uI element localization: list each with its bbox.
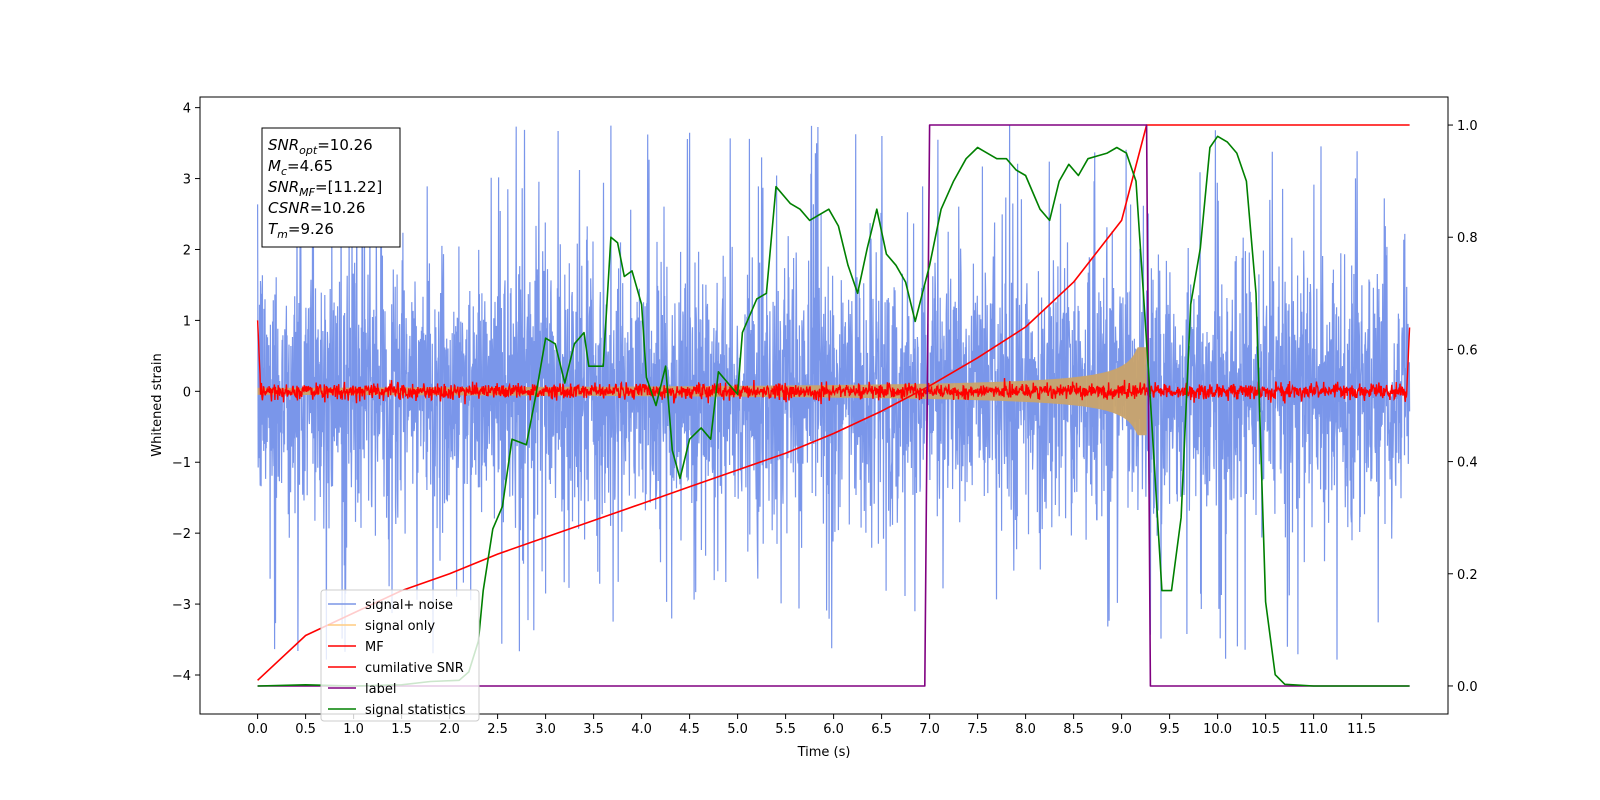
legend-entry: label (365, 682, 396, 697)
y-tick-label: −3 (172, 598, 191, 613)
y-tick-label: −4 (172, 669, 191, 684)
series-signal-plus-noise (257, 125, 1411, 660)
annotation-line: CSNR=10.26 (268, 199, 365, 217)
x-tick-label: 6.0 (823, 722, 844, 737)
y-tick-label: 2 (183, 243, 191, 258)
y-tick-label: 3 (183, 173, 191, 188)
x-tick-label: 11.5 (1347, 722, 1376, 737)
y-tick-label: 4 (183, 102, 191, 117)
y-axis-right: 1.0 0.8 0.6 0.4 0.2 0.0 (1448, 119, 1478, 695)
y-axis-left: 4 3 2 1 0 −1 −2 −3 −4 (172, 102, 200, 684)
x-tick-label: 10.0 (1203, 722, 1232, 737)
x-tick-label: 8.0 (1015, 722, 1036, 737)
x-tick-label: 8.5 (1063, 722, 1084, 737)
legend: signal+ noise signal only MF cumilative SNR… (320, 589, 480, 722)
legend-entry: signal+ noise (365, 598, 453, 613)
series-cumilative-snr (257, 124, 1410, 681)
y-tick-label: 1 (183, 314, 191, 329)
y2-tick-label: 0.0 (1457, 680, 1478, 695)
x-tick-label: 5.5 (775, 722, 796, 737)
annotation-box: SNRopt=10.26Mc=4.65SNRMF=[11.22]CSNR=10.… (261, 127, 401, 248)
y-tick-label: 0 (183, 385, 191, 400)
legend-entry: signal only (365, 619, 435, 634)
y2-tick-label: 0.8 (1457, 231, 1478, 246)
x-tick-label: 0.5 (295, 722, 316, 737)
series-mf (256, 320, 1411, 405)
x-tick-label: 3.0 (535, 722, 556, 737)
x-tick-label: 6.5 (871, 722, 892, 737)
x-tick-label: 1.5 (391, 722, 412, 737)
y-axis-label: Whitened strain (150, 353, 165, 456)
y2-tick-label: 0.4 (1457, 456, 1478, 471)
y2-tick-label: 1.0 (1457, 119, 1478, 134)
x-tick-label: 9.5 (1159, 722, 1180, 737)
x-tick-label: 0.0 (247, 722, 268, 737)
y2-tick-label: 0.6 (1457, 343, 1478, 358)
annotation-line: SNRMF=[11.22] (268, 178, 382, 199)
x-tick-label: 10.5 (1251, 722, 1280, 737)
x-axis-label: Time (s) (797, 745, 851, 760)
legend-entry: MF (365, 640, 384, 655)
x-tick-label: 11.0 (1299, 722, 1328, 737)
legend-frame (320, 589, 480, 722)
x-axis: 0.0 0.5 1.0 1.5 2.0 2.5 3.0 3.5 4.0 4.5 5.0 5.5 6.0 6… (247, 714, 1376, 737)
x-tick-label: 1.0 (343, 722, 364, 737)
annotation-line: Mc=4.65 (268, 157, 333, 178)
series-layer (256, 124, 1411, 687)
legend-entry: signal statistics (365, 703, 466, 718)
x-tick-label: 3.5 (583, 722, 604, 737)
x-tick-label: 2.0 (439, 722, 460, 737)
x-tick-label: 7.0 (919, 722, 940, 737)
series-signal-statistics (257, 135, 1410, 687)
x-tick-label: 7.5 (967, 722, 988, 737)
y2-tick-label: 0.2 (1457, 568, 1478, 583)
y-tick-label: −1 (172, 456, 191, 471)
plot-frame (199, 96, 1449, 715)
x-tick-label: 2.5 (487, 722, 508, 737)
annotation-line: SNRopt=10.26 (268, 136, 373, 157)
x-tick-label: 9.0 (1111, 722, 1132, 737)
y-tick-label: −2 (172, 527, 191, 542)
x-tick-label: 4.5 (679, 722, 700, 737)
annotation-line: Tm=9.26 (268, 220, 334, 241)
legend-entry: cumilative SNR (365, 661, 464, 676)
x-tick-label: 4.0 (631, 722, 652, 737)
series-label (257, 124, 1410, 687)
x-tick-label: 5.0 (727, 722, 748, 737)
